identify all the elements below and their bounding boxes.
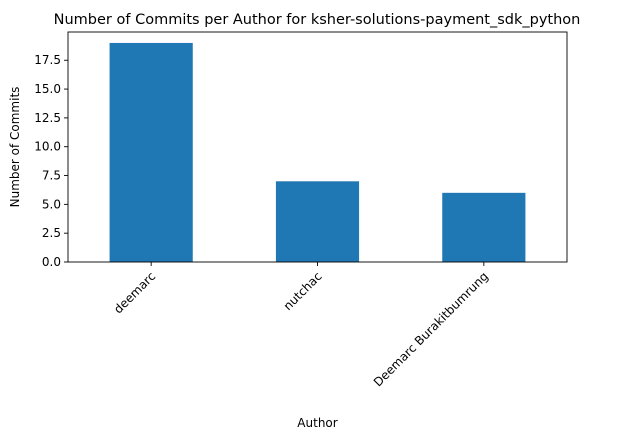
y-tick-label-5: 12.5 — [34, 111, 61, 125]
bar-1 — [275, 181, 360, 262]
x-axis: deemarc nutchac Deemarc Burakitbumrung — [111, 262, 491, 389]
chart-title: Number of Commits per Author for ksher-s… — [54, 12, 581, 28]
y-tick-label-0: 0.0 — [42, 255, 61, 269]
bar-2 — [442, 192, 526, 262]
y-tick-label-6: 15.0 — [34, 82, 61, 96]
bars-group — [109, 42, 526, 263]
y-tick-label-7: 17.5 — [34, 53, 61, 67]
x-tick-label-1: nutchac — [281, 269, 325, 313]
y-tick-label-3: 7.5 — [42, 169, 61, 183]
y-tick-label-1: 2.5 — [42, 226, 61, 240]
plot-area-frame — [67, 31, 568, 263]
bar-0 — [109, 42, 193, 263]
x-axis-label: Author — [297, 416, 337, 430]
y-axis-label: Number of Commits — [8, 87, 22, 208]
y-tick-label-4: 10.0 — [34, 140, 61, 154]
x-tick-label-0: deemarc — [111, 269, 158, 316]
y-axis: 0.0 2.5 5.0 7.5 10.0 12.5 15.0 17.5 — [34, 53, 68, 269]
y-tick-label-2: 5.0 — [42, 197, 61, 211]
x-tick-label-2: Deemarc Burakitbumrung — [371, 269, 491, 389]
